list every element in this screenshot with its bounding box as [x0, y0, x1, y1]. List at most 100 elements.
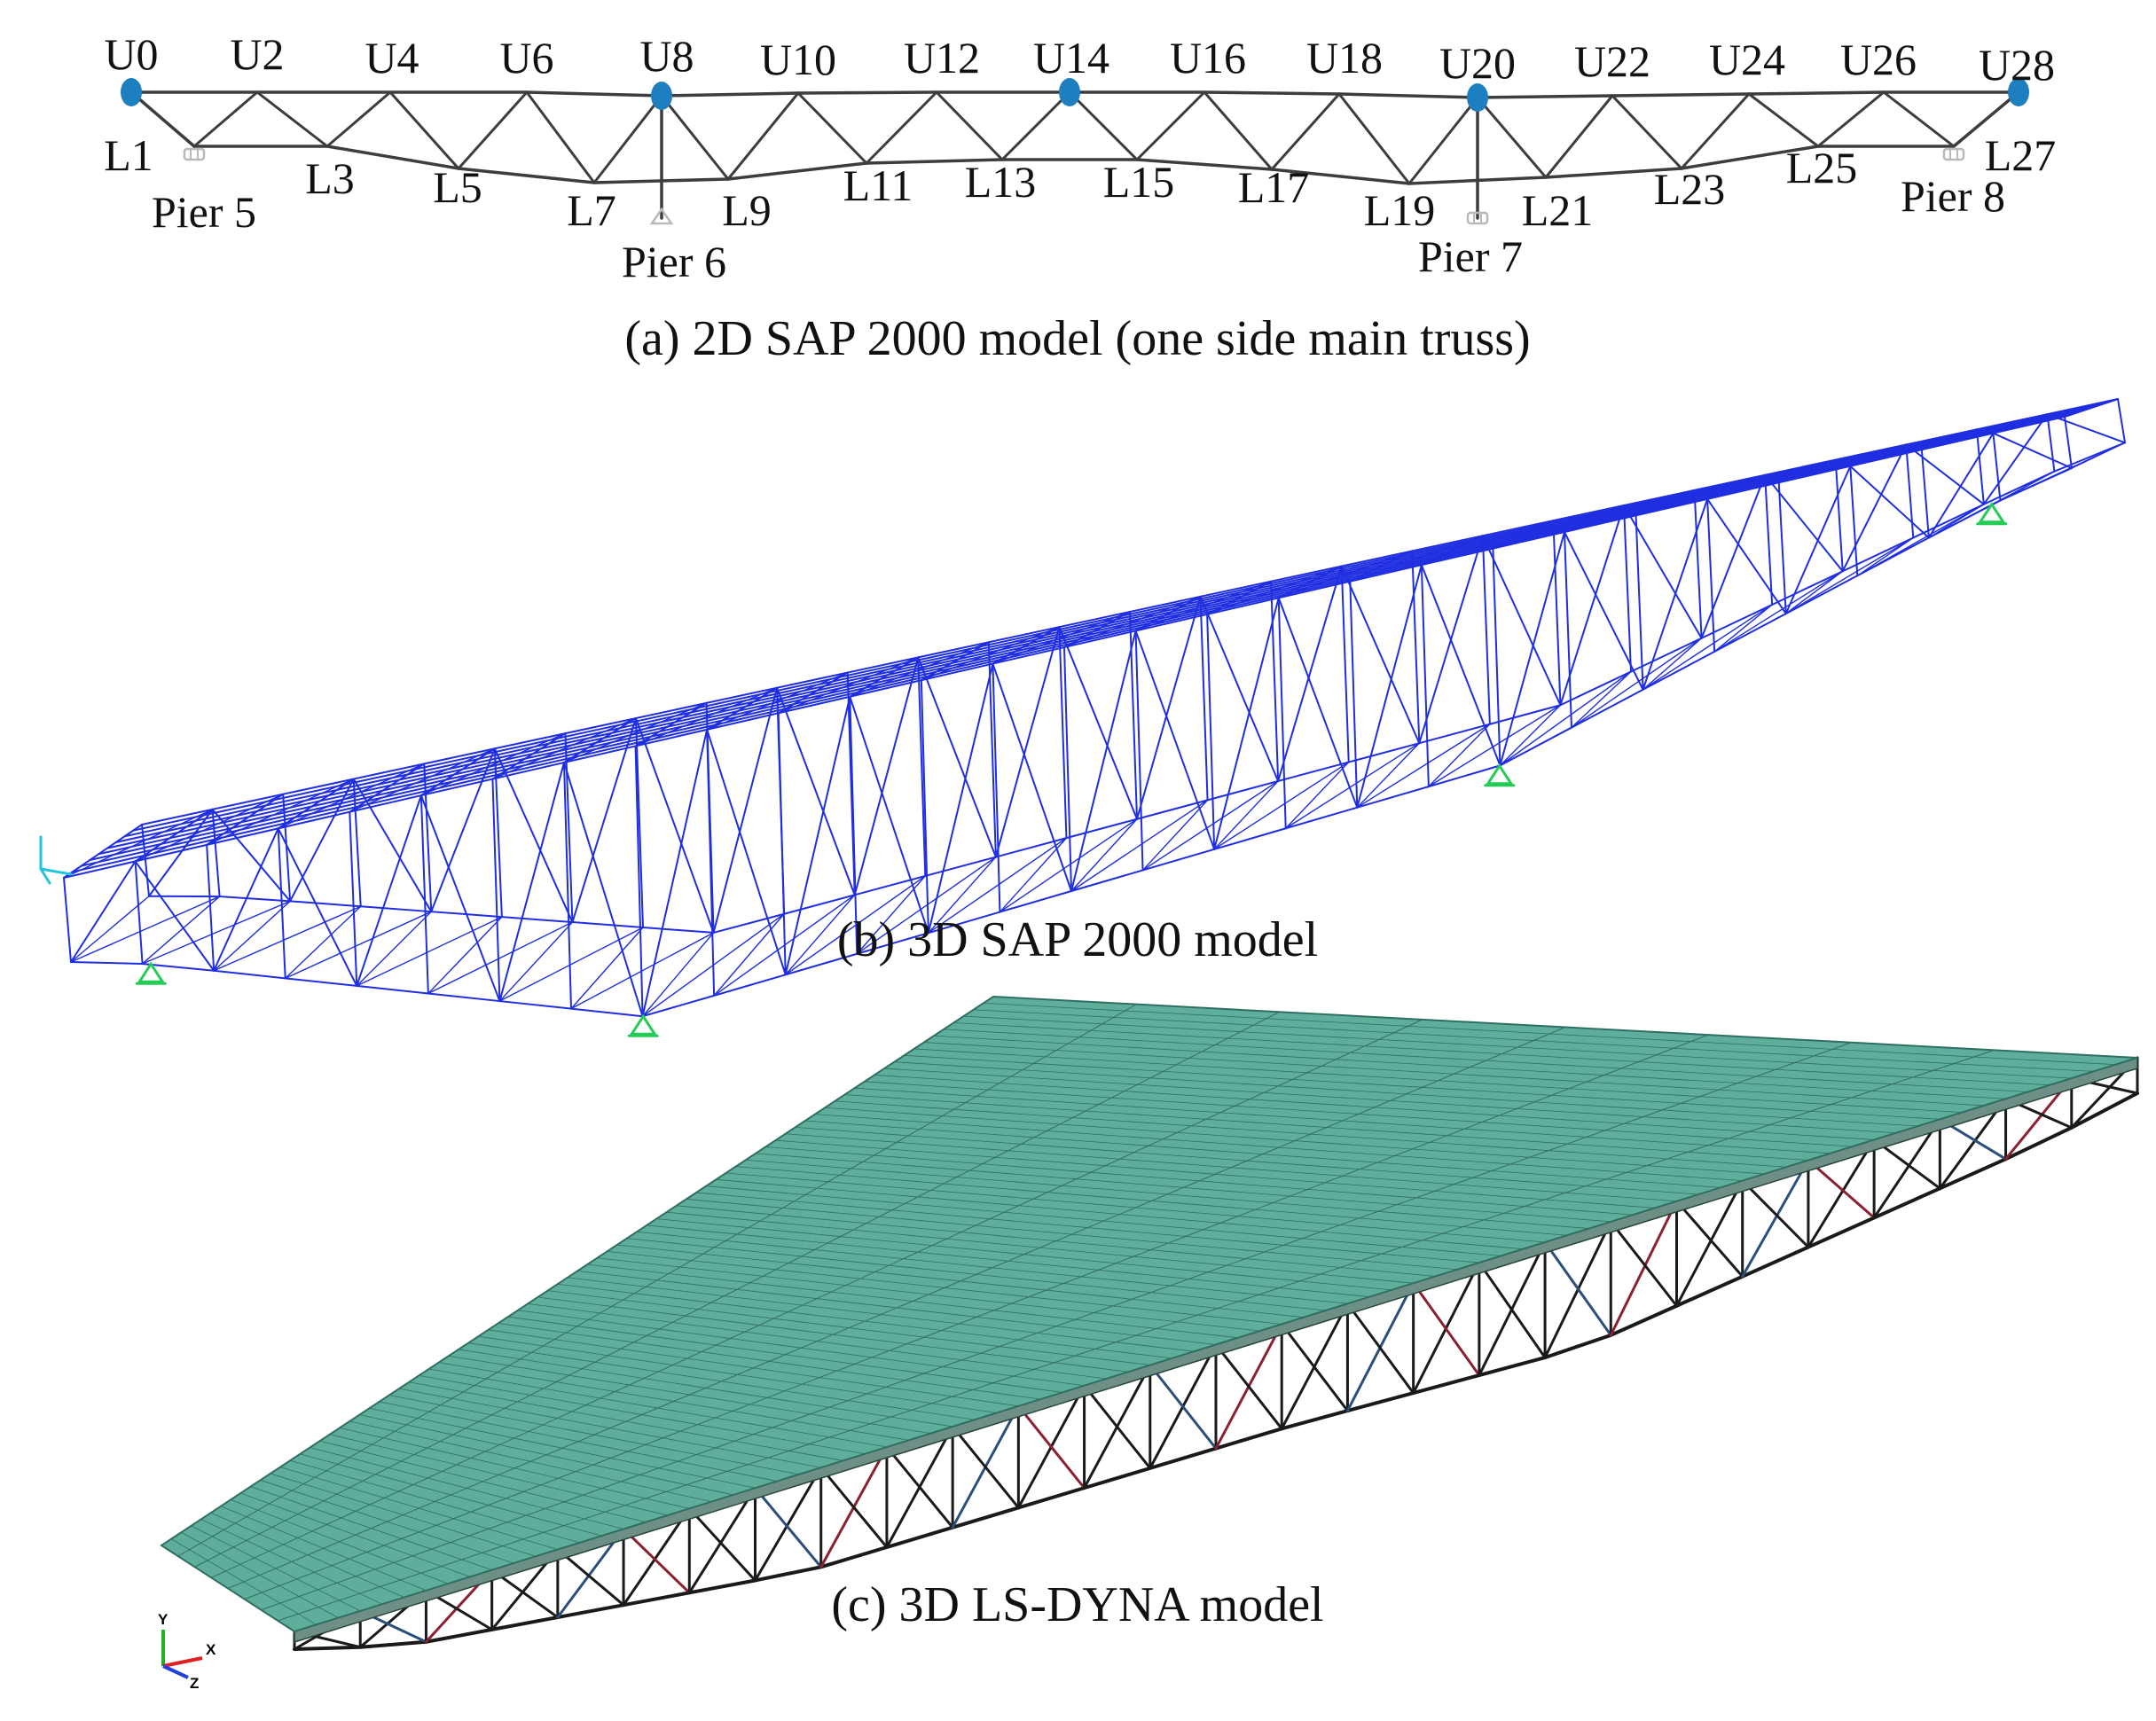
bottom-chord-near: [1213, 827, 1287, 850]
axis-y-label: Y: [158, 1611, 169, 1628]
truss-diagonal-far: [776, 686, 856, 896]
truss-diagonal-far: [1058, 626, 1138, 820]
lower-node-label: L17: [1238, 162, 1310, 212]
deck-grid-line: [230, 1499, 449, 1584]
upper-node-label: U6: [499, 33, 553, 82]
lsdyna-diagonal: [1345, 1302, 1415, 1395]
bottom-cross-beam: [141, 896, 221, 965]
deck-grid-line: [913, 1048, 1963, 1114]
bottom-chord-member: [1270, 168, 1411, 185]
truss-diagonal-near: [1420, 564, 1501, 767]
truss-diagonal-far: [493, 747, 574, 924]
bottom-chord-far: [1841, 536, 1915, 573]
support-icon: [137, 961, 166, 983]
deck-floor-beam: [1277, 565, 1343, 599]
bottom-cross-beam: [1499, 704, 1562, 767]
bottom-chord-near: [570, 1007, 644, 1018]
bottom-chord-near: [1284, 806, 1359, 830]
truss-vertical-far: [1693, 489, 1703, 639]
bottom-cross-beam: [427, 916, 503, 995]
deck-floor-beam: [2064, 398, 2119, 418]
deck-floor-beam: [992, 626, 1061, 665]
truss-diagonal-near: [849, 695, 929, 935]
diagonal-member: [726, 91, 800, 181]
lsdyna-bottom-chord: [1082, 1466, 1152, 1490]
bottom-chord-near: [856, 932, 929, 955]
axis-z-label: Z: [190, 1675, 199, 1692]
lower-node-labels: L1 L3 L5 L7 L9 L11 L13 L15 L17 L19 L21 L23 L25 L27: [104, 130, 2056, 235]
deck-grid-line: [686, 1199, 1458, 1271]
deck-bracing: [1992, 398, 2119, 434]
bottom-chord-far: [1559, 670, 1632, 707]
lsdyna-diagonal: [622, 1527, 691, 1594]
deck-floor-beam: [1849, 443, 1908, 467]
bottom-chord-near: [927, 911, 1001, 935]
truss-diagonal-far: [635, 717, 715, 934]
deck-grid-line: [764, 1146, 1634, 1216]
lsdyna-diagonal: [1214, 1343, 1283, 1430]
deck-floor-beam: [63, 824, 143, 879]
lsdyna-diagonal: [1675, 1200, 1744, 1279]
deck-grid-line: [398, 1388, 822, 1468]
top-chord-member: [1337, 92, 1479, 99]
truss-diagonal-near: [419, 794, 501, 1003]
truss-vertical-near: [1492, 547, 1501, 767]
sap-local-axes-icon: [39, 835, 73, 885]
deck-grid-line: [170, 1538, 318, 1625]
bottom-lateral-bracing: [427, 921, 574, 995]
diagonal-member: [1816, 90, 1886, 148]
lsdyna-diagonal: [1938, 1097, 2008, 1190]
lsdyna-truss-members: [293, 1056, 2139, 1651]
upper-node-label: U24: [1709, 35, 1785, 84]
bottom-cross-beam: [856, 875, 926, 955]
truss-vertical-near: [349, 810, 358, 987]
bottom-cross-beam: [1141, 799, 1209, 872]
deck-grid-line: [448, 1355, 931, 1435]
truss-diagonal-far: [1481, 535, 1562, 707]
deck-grid-line: [379, 1401, 778, 1482]
lsdyna-diagonal: [754, 1486, 823, 1568]
deck-bracing: [563, 702, 708, 763]
truss-vertical-near: [2064, 416, 2073, 469]
diagonal-member: [325, 90, 392, 148]
lower-node-label: L11: [843, 160, 913, 210]
bottom-lateral-bracing: [1713, 570, 1844, 653]
lsdyna-diagonal: [1872, 1117, 1941, 1219]
bottom-chord-member: [457, 167, 596, 184]
lower-node-label: L27: [1985, 130, 2057, 180]
deck-grid-line: [488, 1329, 1019, 1407]
axis-x-arrow: [162, 1656, 203, 1668]
lower-node-label: L25: [1786, 143, 1858, 192]
caption-a: (a) 2D SAP 2000 model (one side main tru…: [624, 311, 1530, 366]
truss-vertical-far: [2117, 398, 2126, 444]
truss-diagonal-near: [1134, 630, 1216, 850]
bottom-cross-beam: [999, 837, 1068, 913]
deck-bracing: [634, 687, 778, 747]
bottom-cross-beam: [641, 932, 715, 1017]
top-chord-member: [1611, 92, 1751, 98]
deck-grid-line: [655, 1218, 1392, 1291]
lsdyna-bottom-chord: [293, 1645, 363, 1651]
deck-grid-line: [883, 1068, 1897, 1134]
bottom-chord-member: [726, 161, 868, 181]
deck-bracing: [134, 794, 284, 863]
bottom-chord-member: [1135, 158, 1274, 171]
truss-vertical-far: [1270, 580, 1280, 782]
deck-bracing: [1278, 550, 1413, 598]
bottom-chord-near: [784, 952, 858, 976]
truss-vertical-far: [1552, 520, 1562, 707]
lower-node-label: L3: [305, 153, 355, 203]
deck-floor-beam: [1992, 413, 2049, 434]
lsdyna-deck-shell: [160, 995, 2138, 1644]
bottom-chord-near: [498, 1000, 572, 1010]
truss-diagonal-near: [356, 794, 422, 987]
bottom-chord-far: [359, 905, 433, 913]
truss-diagonal-far: [1764, 473, 1844, 573]
lsdyna-bottom-chord: [1214, 1427, 1284, 1451]
axis-icon: [39, 867, 73, 876]
truss-vertical-far: [1411, 550, 1421, 745]
deck-grid-line: [547, 1290, 1151, 1366]
deck-grid-line: [963, 1015, 2073, 1079]
upper-node-label: U14: [1033, 33, 1109, 82]
truss-vertical-near: [206, 843, 216, 972]
